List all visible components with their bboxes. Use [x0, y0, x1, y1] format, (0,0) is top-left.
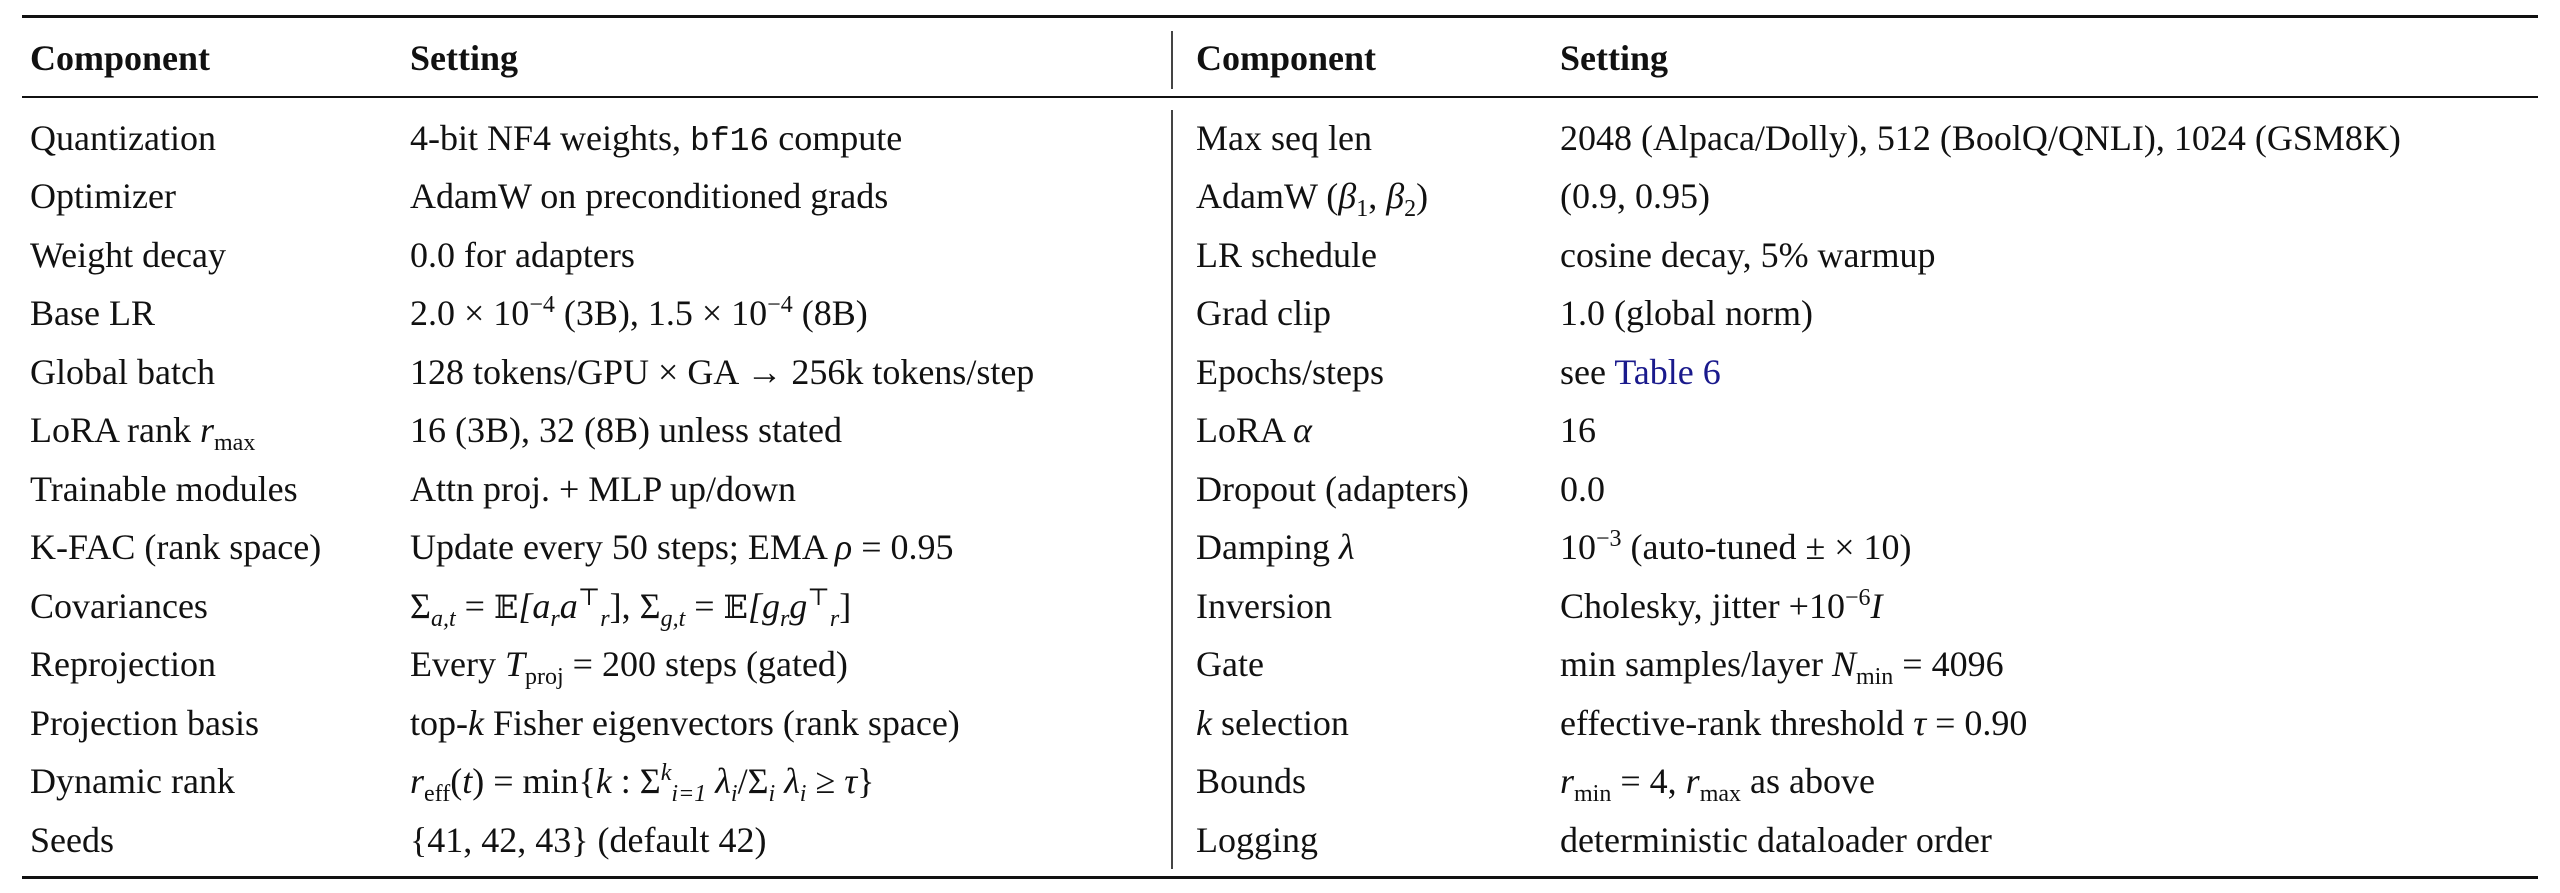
left-component-cell: Seeds	[30, 820, 114, 860]
top-rule	[22, 15, 2538, 18]
right-component-cell: Grad clip	[1196, 293, 1331, 333]
left-setting-cell: 0.0 for adapters	[410, 235, 635, 275]
right-setting-cell: 16	[1560, 410, 1596, 450]
left-component-cell: Base LR	[30, 293, 155, 333]
right-component-cell: Epochs/steps	[1196, 352, 1384, 392]
left-setting-cell: 4-bit NF4 weights, bf16 compute	[410, 118, 903, 160]
left-component-cell: Quantization	[30, 118, 216, 158]
left-setting-cell: 2.0 × 10−4 (3B), 1.5 × 10−4 (8B)	[410, 292, 868, 333]
left-component-cell: Weight decay	[30, 235, 227, 275]
left-component-cell: Covariances	[30, 586, 208, 626]
left-setting-cell: Σa,t = 𝔼[ara⊤r], Σg,t = 𝔼[grg⊤r]	[410, 585, 852, 633]
left-component-cell: Dynamic rank	[30, 761, 235, 801]
right-component-cell: Logging	[1196, 820, 1318, 860]
right-setting-cell: see Table 6	[1560, 352, 1721, 392]
right-setting-cell: cosine decay, 5% warmup	[1560, 235, 1936, 275]
right-setting-cell: min samples/layer Nmin = 4096	[1560, 644, 2004, 691]
header-rule	[22, 96, 2538, 98]
right-component-cell: Dropout (adapters)	[1196, 469, 1469, 509]
right-component-cell: Gate	[1196, 644, 1264, 684]
header-component-right: Component	[1196, 38, 1377, 78]
left-component-cell: Optimizer	[30, 176, 176, 216]
left-setting-cell: 128 tokens/GPU × GA → 256k tokens/step	[410, 352, 1035, 392]
right-component-cell: Bounds	[1196, 761, 1307, 801]
column-divider-header	[1171, 31, 1173, 89]
bottom-rule	[22, 876, 2538, 879]
right-component-cell: LR schedule	[1196, 235, 1377, 275]
right-component-cell: k selection	[1196, 703, 1349, 743]
right-setting-cell: deterministic dataloader order	[1560, 820, 1992, 860]
right-setting-cell: effective-rank threshold τ = 0.90	[1560, 703, 2028, 743]
right-component-cell: Inversion	[1196, 586, 1332, 626]
right-component-cell: LoRA α	[1196, 410, 1312, 450]
right-setting-cell: 10−3 (auto-tuned ± × 10)	[1560, 526, 1912, 567]
right-component-cell: AdamW (β1, β2)	[1196, 176, 1429, 223]
right-setting-cell: 0.0	[1560, 469, 1605, 509]
left-component-cell: Reprojection	[30, 644, 216, 684]
left-setting-cell: top-k Fisher eigenvectors (rank space)	[410, 703, 960, 743]
right-setting-cell: 1.0 (global norm)	[1560, 293, 1813, 333]
header-component-left: Component	[30, 38, 211, 78]
left-setting-cell: AdamW on preconditioned grads	[410, 176, 889, 216]
left-setting-cell: reff(t) = min{k : Σki=1 λi/Σi λi ≥ τ}	[410, 760, 875, 808]
right-component-cell: Damping λ	[1196, 527, 1355, 567]
left-setting-cell: Update every 50 steps; EMA ρ = 0.95	[410, 527, 954, 567]
table-6-link[interactable]: Table 6	[1614, 352, 1721, 392]
left-setting-cell: {41, 42, 43} (default 42)	[410, 820, 767, 860]
column-divider-body	[1171, 110, 1173, 869]
right-setting-cell: 2048 (Alpaca/Dolly), 512 (BoolQ/QNLI), 1…	[1560, 118, 2401, 158]
left-component-cell: Trainable modules	[30, 469, 298, 509]
left-component-cell: Projection basis	[30, 703, 259, 743]
right-setting-cell: Cholesky, jitter +10−6I	[1560, 585, 1883, 626]
left-component-cell: LoRA rank rmax	[30, 410, 256, 457]
left-setting-cell: 16 (3B), 32 (8B) unless stated	[410, 410, 842, 450]
right-setting-cell: rmin = 4, rmax as above	[1560, 761, 1875, 808]
left-component-cell: Global batch	[30, 352, 215, 392]
header-setting-left: Setting	[410, 38, 518, 78]
right-component-cell: Max seq len	[1196, 118, 1372, 158]
right-setting-cell: (0.9, 0.95)	[1560, 176, 1710, 216]
header-setting-right: Setting	[1560, 38, 1668, 78]
left-component-cell: K-FAC (rank space)	[30, 527, 322, 567]
left-setting-cell: Every Tproj = 200 steps (gated)	[410, 644, 848, 691]
left-setting-cell: Attn proj. + MLP up/down	[410, 469, 796, 509]
